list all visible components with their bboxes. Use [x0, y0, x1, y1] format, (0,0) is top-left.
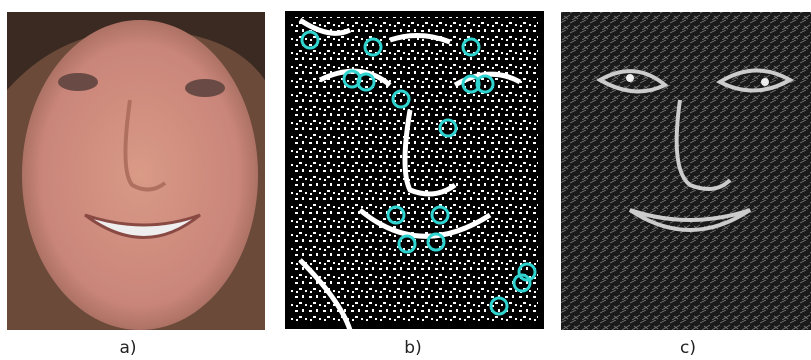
photo-panel	[7, 12, 265, 330]
edge-panel	[561, 12, 811, 330]
panel-label: b)	[404, 338, 421, 358]
page: a) b) c) (() => { const data = JSON.pars…	[0, 0, 811, 360]
panel-label: a)	[119, 338, 136, 358]
panel-label: c)	[680, 338, 696, 358]
figure: a) b) c)	[0, 0, 811, 360]
binary-panel	[288, 14, 541, 330]
